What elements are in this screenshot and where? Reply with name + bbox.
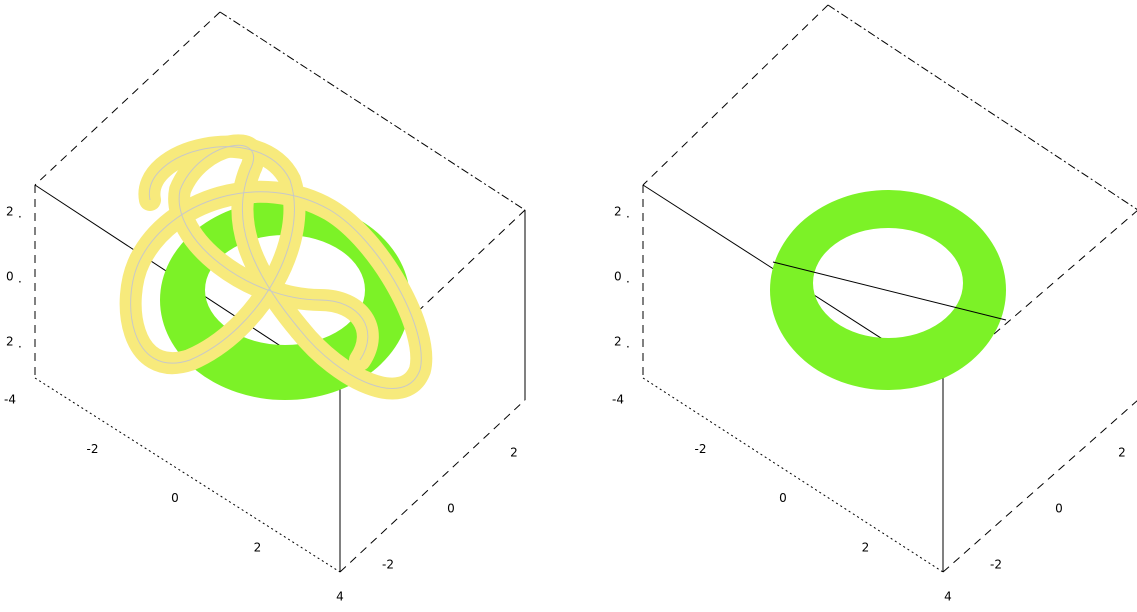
axis-line	[339, 399, 526, 573]
y-tick-label: 0	[1055, 502, 1063, 516]
x-tick-label: -4	[4, 393, 16, 407]
x-tick-label: 0	[171, 491, 179, 505]
z-tick-mark: .	[626, 337, 630, 351]
x-tick-label: -2	[87, 442, 99, 456]
x-tick-label: 4	[944, 590, 952, 604]
panel: 2. 0. 2 . -4 -2 0 2 4 -2 0 2	[4, 11, 526, 604]
z-tick-mark: .	[18, 337, 22, 351]
panel: 2. 0. 2 . -4 -2 0 2 4 -2 0 2	[612, 4, 1137, 604]
z-tick-label: 0	[614, 270, 622, 284]
axis-line	[34, 377, 341, 573]
axis-line	[642, 4, 829, 186]
z-tick-label: 2	[614, 335, 622, 349]
axis-line	[219, 11, 526, 211]
axis-line	[34, 11, 221, 186]
z-tick-mark: .	[18, 207, 22, 221]
z-tick-mark: .	[626, 272, 630, 286]
y-tick-label: -2	[382, 558, 394, 572]
z-tick-label: 0	[6, 270, 14, 284]
x-tick-label: 2	[862, 540, 870, 554]
x-tick-label: -2	[695, 442, 707, 456]
y-tick-label: 2	[510, 446, 518, 460]
torus	[770, 190, 1006, 390]
axis-line	[942, 378, 944, 572]
y-tick-label: 2	[1118, 446, 1126, 460]
z-tick-label: 2	[6, 335, 14, 349]
x-tick-label: 0	[779, 491, 787, 505]
axis-line	[772, 261, 1007, 321]
axis-line	[339, 210, 526, 572]
y-tick-label: -2	[990, 558, 1002, 572]
axis-line	[827, 4, 1137, 210]
x-tick-label: 4	[336, 590, 344, 604]
x-tick-label: 2	[254, 540, 262, 554]
z-tick-mark: .	[626, 207, 630, 221]
z-tick-label: 2	[6, 205, 14, 219]
knot-mesh	[130, 144, 422, 389]
y-tick-label: 0	[447, 502, 455, 516]
x-tick-label: -4	[612, 393, 624, 407]
z-tick-mark: .	[18, 272, 22, 286]
axis-line	[942, 400, 1137, 573]
axis-line	[642, 377, 944, 573]
z-tick-label: 2	[614, 205, 622, 219]
